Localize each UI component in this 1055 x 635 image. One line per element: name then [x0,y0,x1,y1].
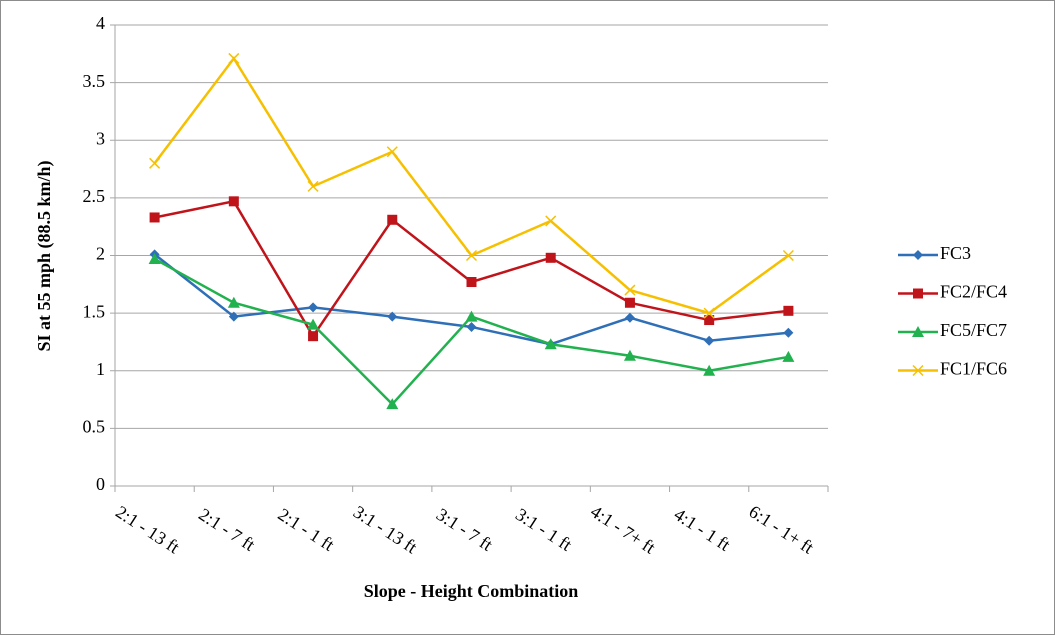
y-tick-label: 0 [96,474,105,494]
y-tick-label: 3.5 [83,71,106,91]
point [149,157,161,169]
y-tick-label: 0.5 [83,417,106,437]
y-axis-title: SI at 55 mph (88.5 km/h) [34,160,55,351]
point [703,307,715,319]
point [466,277,477,288]
y-tick-label: 2.5 [83,186,106,206]
point [148,252,161,264]
point [228,52,240,64]
point [782,249,794,262]
point [307,318,320,330]
point [783,305,794,316]
point [624,312,635,323]
point [307,180,319,192]
legend-marker [913,288,923,299]
legend-marker [913,250,923,260]
point [387,214,398,225]
point [544,338,557,350]
point [465,249,478,262]
point [704,315,715,326]
point [623,349,636,361]
point [783,327,794,338]
point [624,297,635,308]
point [227,296,240,308]
point [465,310,478,322]
legend-marker [912,326,924,337]
point [466,321,477,332]
legend-label: FC3 [940,243,971,263]
y-tick-label: 1.5 [83,301,106,321]
y-tick-label: 3 [96,128,105,148]
point [624,284,636,296]
y-tick-label: 2 [96,244,105,264]
point [308,302,319,313]
point [703,364,716,376]
legend-marker [912,364,924,377]
y-tick-label: 4 [96,13,105,33]
legend-label: FC5/FC7 [940,320,1007,340]
y-tick-label: 1 [96,359,105,379]
point [149,212,160,223]
point [704,335,715,346]
point [545,215,557,227]
point [308,331,319,342]
point [228,311,239,322]
point [387,311,398,322]
point [386,146,398,158]
legend-label: FC1/FC6 [940,359,1007,379]
point [782,350,795,362]
point [545,252,556,263]
point [228,196,239,207]
legend-label: FC2/FC4 [940,282,1007,302]
x-axis-title: Slope - Height Combination [364,581,579,601]
point [386,398,399,410]
